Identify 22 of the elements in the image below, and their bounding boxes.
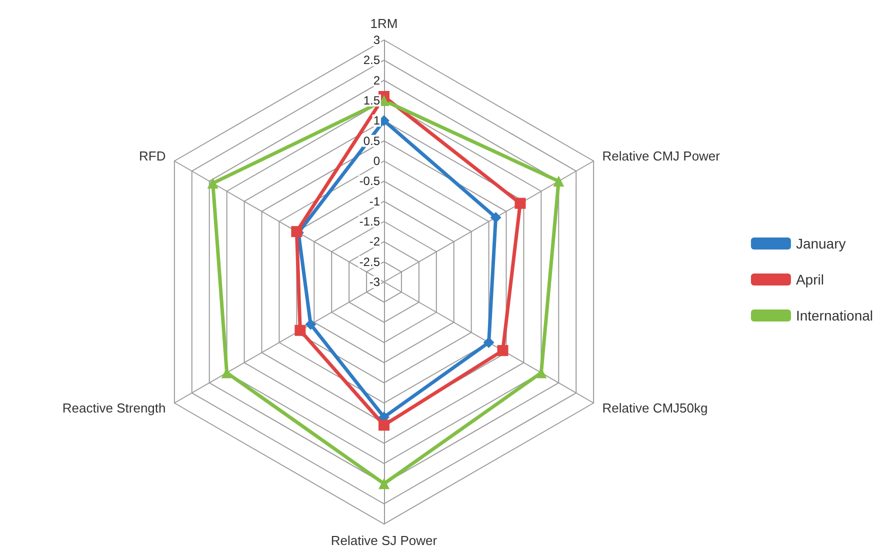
legend-label: April <box>796 272 824 288</box>
spoke-label: Relative CMJ50kg <box>602 400 708 416</box>
y-tick-label: -2 <box>369 234 380 249</box>
y-tick-label: -3 <box>369 275 380 289</box>
y-tick-label: 0.5 <box>363 134 380 148</box>
y-tick-label: -1.5 <box>359 214 380 228</box>
y-tick-label: 1.5 <box>363 94 380 108</box>
y-tick-label: -1 <box>369 194 380 208</box>
y-tick-label: 3 <box>373 33 380 47</box>
y-tick-label: 2 <box>373 73 380 88</box>
spoke-label: 1RM <box>370 16 398 31</box>
spoke-label: Relative SJ Power <box>330 533 438 548</box>
legend-label: International <box>796 308 874 324</box>
spoke-label: Relative CMJ Power <box>602 148 721 164</box>
y-tick-label: 2.5 <box>363 53 380 68</box>
y-tick-label: 0 <box>373 154 380 168</box>
spoke-label: RFD <box>139 148 166 164</box>
legend-label: January <box>796 236 846 252</box>
y-tick-label: 1 <box>373 114 380 128</box>
y-tick-label: -2.5 <box>359 254 380 269</box>
spoke-label: Reactive Strength <box>62 400 166 416</box>
y-tick-label: -0.5 <box>359 174 380 188</box>
